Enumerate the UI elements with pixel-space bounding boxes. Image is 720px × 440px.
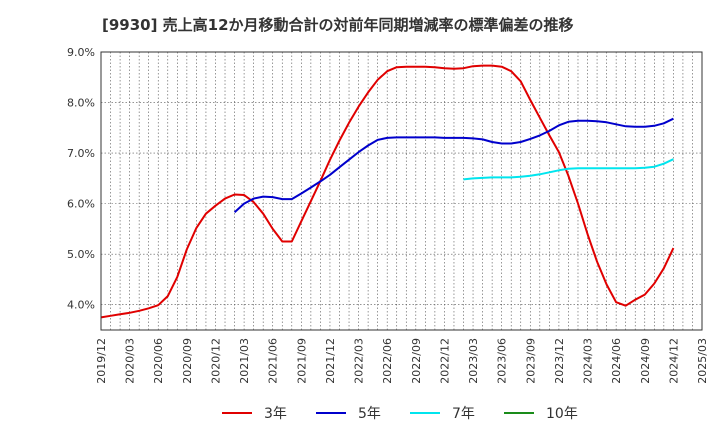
y-tick-label: 9.0% — [67, 46, 95, 59]
x-tick-label: 2020/09 — [181, 338, 194, 384]
x-tick-label: 2019/12 — [95, 338, 108, 384]
x-tick-label: 2023/09 — [524, 338, 537, 384]
x-tick-label: 2021/09 — [295, 338, 308, 384]
x-tick-label: 2022/03 — [353, 338, 366, 384]
y-tick-label: 7.0% — [67, 147, 95, 160]
legend: 3年 5年 7年 10年 — [222, 406, 578, 422]
y-tick-label: 8.0% — [67, 97, 95, 110]
legend-label: 5年 — [358, 406, 381, 422]
x-tick-label: 2024/03 — [582, 338, 595, 384]
x-tick-label: 2024/12 — [667, 338, 680, 384]
x-tick-label: 2023/06 — [496, 338, 509, 384]
x-tick-label: 2021/06 — [267, 338, 280, 384]
legend-label: 3年 — [264, 406, 287, 422]
series-layer — [100, 64, 675, 319]
x-tick-label: 2020/06 — [152, 338, 165, 384]
legend-label: 10年 — [546, 406, 578, 422]
x-tick-label: 2022/06 — [381, 338, 394, 384]
x-tick-labels: 2019/12 2020/03 2020/06 2020/09 2020/12 2021/… — [95, 338, 709, 384]
chart-title: [9930] 売上高12か月移動合計の対前年同期増減率の標準偏差の推移 — [102, 16, 574, 34]
x-tick-label: 2020/12 — [209, 338, 222, 384]
x-tick-label: 2025/03 — [696, 338, 709, 384]
series-line-0 — [100, 64, 675, 319]
y-tick-label: 6.0% — [67, 198, 95, 211]
x-tick-label: 2022/12 — [438, 338, 451, 384]
x-tick-label: 2024/09 — [639, 338, 652, 384]
y-tick-label: 5.0% — [67, 248, 95, 261]
grid-layer — [100, 51, 703, 330]
x-tick-label: 2023/12 — [553, 338, 566, 384]
y-tick-label: 4.0% — [67, 299, 95, 312]
x-tick-label: 2023/03 — [467, 338, 480, 384]
x-tick-label: 2022/09 — [410, 338, 423, 384]
series-line-2 — [463, 158, 674, 181]
x-tick-label: 2020/03 — [124, 338, 137, 384]
plot-frame — [100, 51, 703, 331]
series-line-1 — [233, 117, 674, 213]
x-tick-label: 2021/03 — [238, 338, 251, 384]
legend-label: 7年 — [452, 406, 475, 422]
x-tick-label: 2021/12 — [324, 338, 337, 384]
x-tick-label: 2024/06 — [610, 338, 623, 384]
y-tick-labels: 4.0% 5.0% 6.0% 7.0% 8.0% 9.0% — [67, 46, 95, 312]
